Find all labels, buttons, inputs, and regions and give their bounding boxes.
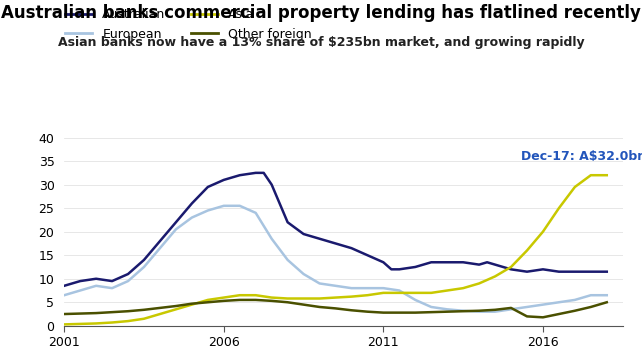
- Text: Dec-17: A$32.0bn: Dec-17: A$32.0bn: [521, 151, 642, 164]
- Text: Australian banks commercial property lending has flatlined recently: Australian banks commercial property len…: [1, 4, 641, 22]
- Legend: Australian, European, Asia, Other foreign: Australian, European, Asia, Other foreig…: [65, 8, 312, 41]
- Text: Asian banks now have a 13% share of $235bn market, and growing rapidly: Asian banks now have a 13% share of $235…: [58, 36, 584, 49]
